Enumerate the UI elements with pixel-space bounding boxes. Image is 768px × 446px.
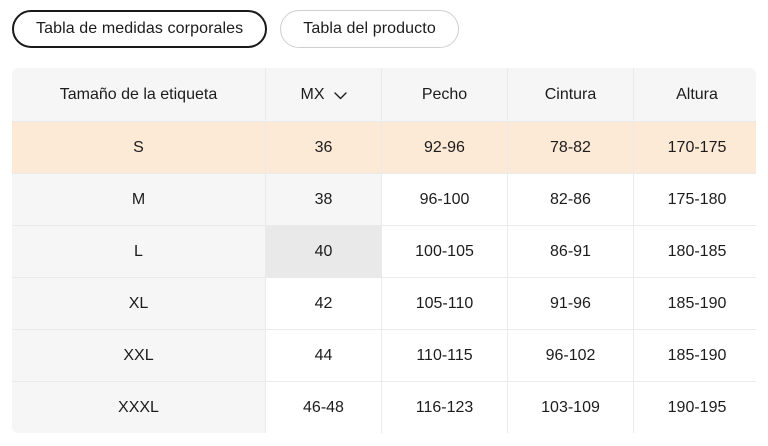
waist-range-cell: 82-86 — [507, 173, 634, 226]
height-range-cell: 175-180 — [633, 173, 756, 226]
size-table-container: Tamaño de la etiqueta MX Pecho Cintura A… — [12, 68, 756, 433]
chest-range-cell: 100-105 — [381, 225, 508, 278]
size-label-cell: XXXL — [12, 381, 266, 433]
size-label-cell: XXL — [12, 329, 266, 382]
header-height: Altura — [633, 68, 756, 122]
mx-size-cell: 36 — [265, 121, 382, 174]
height-range-cell: 190-195 — [633, 381, 756, 433]
header-chest: Pecho — [381, 68, 508, 122]
chest-range-cell: 105-110 — [381, 277, 508, 330]
waist-range-cell: 86-91 — [507, 225, 634, 278]
table-row: S 36 92-96 78-82 170-175 — [12, 121, 756, 174]
header-waist: Cintura — [507, 68, 634, 122]
waist-range-cell: 103-109 — [507, 381, 634, 433]
mx-size-cell: 46-48 — [265, 381, 382, 433]
size-label-cell: L — [12, 225, 266, 278]
size-guide-tabs: Tabla de medidas corporales Tabla del pr… — [0, 0, 768, 48]
size-label-cell: M — [12, 173, 266, 226]
mx-size-cell: 44 — [265, 329, 382, 382]
waist-range-cell: 96-102 — [507, 329, 634, 382]
tab-body-measurements[interactable]: Tabla de medidas corporales — [12, 10, 268, 48]
header-row: Tamaño de la etiqueta MX Pecho Cintura A… — [12, 68, 756, 122]
header-label-size: Tamaño de la etiqueta — [12, 68, 266, 122]
chest-range-cell: 92-96 — [381, 121, 508, 174]
table-row: L 40 100-105 86-91 180-185 — [12, 225, 756, 278]
mx-size-cell: 38 — [265, 173, 382, 226]
mx-size-cell: 42 — [265, 277, 382, 330]
mx-size-cell: 40 — [265, 225, 382, 278]
height-range-cell: 180-185 — [633, 225, 756, 278]
height-range-cell: 185-190 — [633, 277, 756, 330]
height-range-cell: 170-175 — [633, 121, 756, 174]
header-region-size: MX — [265, 68, 382, 122]
table-body: S 36 92-96 78-82 170-175 M 38 96-100 82-86 175-18… — [12, 121, 756, 433]
table-row: M 38 96-100 82-86 175-180 — [12, 173, 756, 226]
chest-range-cell: 96-100 — [381, 173, 508, 226]
size-label-cell: XL — [12, 277, 266, 330]
waist-range-cell: 91-96 — [507, 277, 634, 330]
waist-range-cell: 78-82 — [507, 121, 634, 174]
region-size-dropdown[interactable]: MX — [301, 86, 347, 104]
chevron-down-icon — [333, 91, 347, 100]
table-row: XXXL 46-48 116-123 103-109 190-195 — [12, 381, 756, 433]
size-label-cell: S — [12, 121, 266, 174]
chest-range-cell: 110-115 — [381, 329, 508, 382]
size-table: Tamaño de la etiqueta MX Pecho Cintura A… — [12, 68, 756, 433]
table-row: XXL 44 110-115 96-102 185-190 — [12, 329, 756, 382]
height-range-cell: 185-190 — [633, 329, 756, 382]
chest-range-cell: 116-123 — [381, 381, 508, 433]
region-size-dropdown-label: MX — [300, 85, 325, 103]
tab-product-measurements[interactable]: Tabla del producto — [280, 10, 459, 48]
table-header: Tamaño de la etiqueta MX Pecho Cintura A… — [12, 68, 756, 122]
table-row: XL 42 105-110 91-96 185-190 — [12, 277, 756, 330]
